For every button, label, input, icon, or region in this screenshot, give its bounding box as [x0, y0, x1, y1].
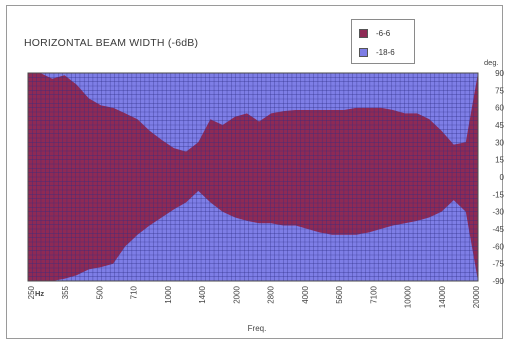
y-axis-unit: deg. — [484, 58, 499, 67]
y-axis-ticks: 90 75 60 45 30 15 0 -15 -30 -45 -60 -75 -90 — [492, 69, 504, 286]
y-tick-label: -30 — [492, 208, 504, 217]
grid — [28, 73, 478, 281]
x-tick-label: 1400 — [198, 285, 207, 303]
x-axis-ticks: 250 355 500 710 1000 1400 2000 2800 4000 5600 7100… — [27, 285, 481, 308]
x-tick-label: 500 — [95, 285, 104, 299]
y-tick-label: 90 — [495, 69, 504, 78]
x-tick-label: 2800 — [267, 285, 276, 303]
x-tick-label: 250 — [27, 285, 36, 299]
y-tick-label: -90 — [492, 277, 504, 286]
y-tick-label: -75 — [492, 260, 504, 269]
y-tick-label: 60 — [495, 104, 504, 113]
y-tick-label: -60 — [492, 242, 504, 251]
y-tick-label: 45 — [495, 121, 504, 130]
legend-entry-inner: -6-6 — [359, 27, 390, 39]
x-axis-label: Freq. — [248, 324, 267, 333]
x-tick-label: 7100 — [369, 285, 378, 303]
legend-label-inner: -6-6 — [376, 28, 391, 38]
x-tick-label: 5600 — [335, 285, 344, 303]
plot-border — [27, 72, 479, 282]
legend: -6-6 -18-6 — [351, 19, 415, 64]
y-tick-label: -45 — [492, 225, 504, 234]
y-tick-label: 75 — [495, 86, 504, 95]
x-tick-label: 4000 — [301, 285, 310, 303]
x-tick-label: 710 — [130, 285, 139, 299]
x-tick-label: 20000 — [472, 285, 481, 308]
x-tick-label: 355 — [61, 285, 70, 299]
chart-title: HORIZONTAL BEAM WIDTH (-6dB) — [24, 37, 199, 49]
x-tick-label: 14000 — [438, 285, 447, 308]
x-tick-label: 2000 — [232, 285, 241, 303]
y-tick-label: 30 — [495, 138, 504, 147]
legend-swatch-inner — [359, 28, 368, 38]
legend-label-outer: -18-6 — [376, 47, 395, 57]
legend-entry-outer: -18-6 — [359, 46, 395, 58]
x-axis-unit: Hz — [35, 289, 44, 298]
y-tick-label: 0 — [500, 173, 505, 182]
y-tick-label: -15 — [492, 190, 504, 199]
y-tick-label: 15 — [495, 156, 504, 165]
x-tick-label: 10000 — [404, 285, 413, 308]
legend-swatch-outer — [359, 47, 368, 57]
x-tick-label: 1000 — [164, 285, 173, 303]
